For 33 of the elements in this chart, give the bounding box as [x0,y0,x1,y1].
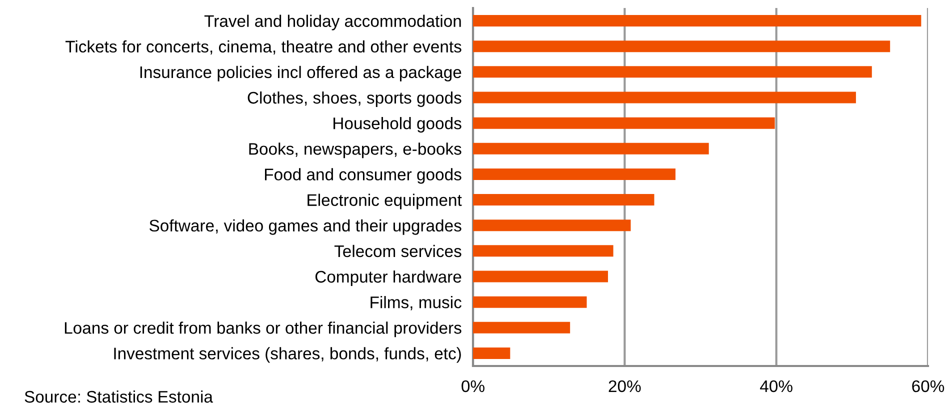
bar [473,15,922,27]
bar [473,347,510,359]
y-tick-label: Electronic equipment [308,194,462,210]
y-tick-label: Insurance policies incl offered as a package [140,66,462,82]
bar [473,245,614,257]
y-tick-label: Computer hardware [315,270,462,286]
bar [473,117,775,129]
x-tick-label: 60% [912,380,944,392]
bar [473,322,570,334]
bar [473,296,587,308]
bar [473,194,654,206]
y-tick-label: Software, video games and their upgrades [150,219,462,235]
bar [473,66,872,78]
y-tick-label: Tickets for concerts, cinema, theatre and other events [66,40,462,55]
x-tick-label: 0% [462,380,484,392]
x-tick-label: 40% [760,380,792,392]
y-tick-label: Loans or credit from banks or other financial providers [64,322,462,338]
y-tick-label: Clothes, shoes, sports goods [248,91,462,107]
y-tick-label: Films, music [370,296,462,310]
source-note: Source: Statistics Estonia [24,390,213,403]
y-tick-label: Books, newspapers, e-books [249,142,462,158]
bar [473,220,631,232]
y-tick-label: Household goods [334,117,462,133]
bar [473,142,709,154]
bar [473,92,856,104]
y-tick-label: Investment services (shares, bonds, funds, etc) [114,347,461,363]
y-tick-label: Travel and holiday accommodation [204,14,461,30]
x-tick-label: 20% [608,380,641,392]
y-tick-label: Food and consumer goods [265,168,462,184]
y-tick-label: Telecom services [334,244,462,258]
bar [473,168,676,180]
bar [473,270,608,282]
bar [473,40,890,52]
